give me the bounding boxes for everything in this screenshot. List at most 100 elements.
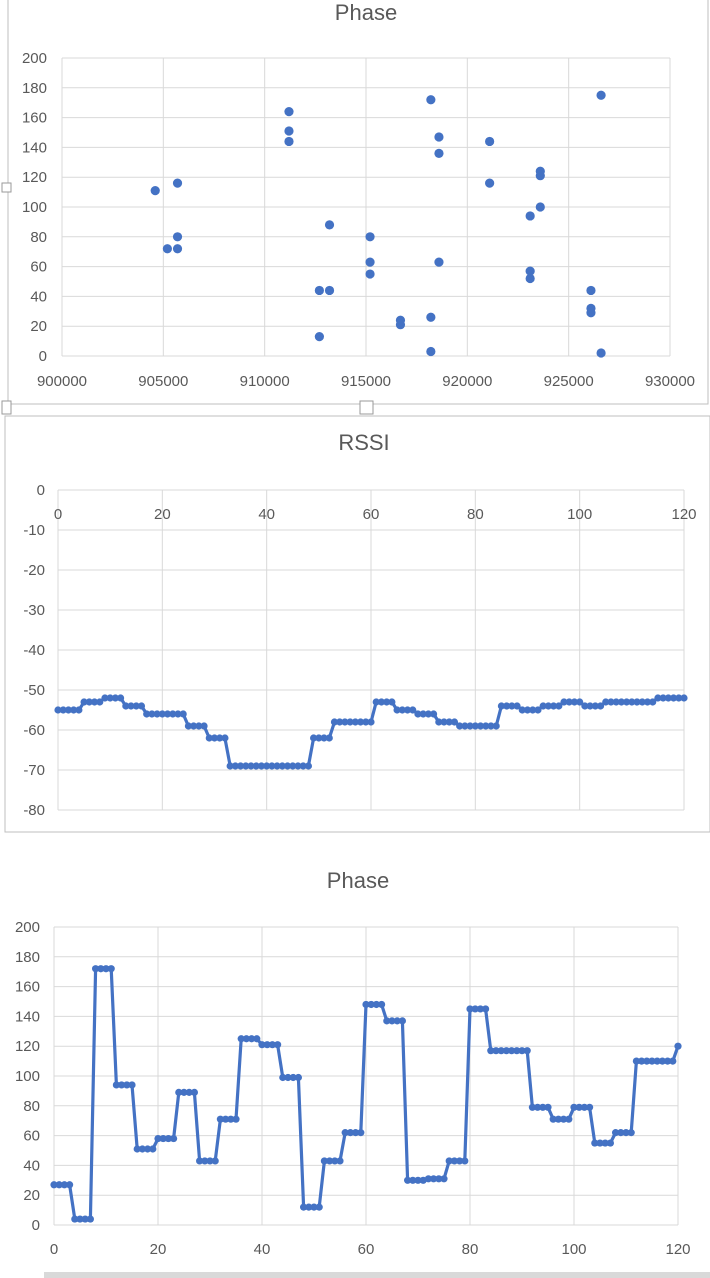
series-point [231, 762, 239, 770]
series-point [331, 1157, 339, 1165]
series-point [158, 710, 166, 718]
series-point [476, 722, 485, 730]
series-point [232, 1115, 240, 1123]
chart1-y-tick-labels: 0 20 40 60 80 100 120 140 160 180 200 [22, 50, 47, 365]
series-point [75, 706, 83, 714]
scatter-point [535, 171, 545, 181]
series-point [86, 1215, 94, 1223]
scatter-point [426, 312, 436, 322]
scatter-point [426, 95, 436, 105]
series-point [440, 718, 448, 726]
scatter-point [284, 136, 294, 147]
series-point [60, 1181, 68, 1189]
scatter-point [525, 211, 535, 221]
series-point [623, 698, 631, 706]
series-point [70, 706, 78, 714]
series-point [336, 718, 344, 726]
series-point [523, 706, 532, 714]
chart2-x-tick-labels: 0 20 40 60 80 100 120 [54, 506, 697, 523]
series-point [247, 762, 255, 770]
series-point [236, 762, 245, 770]
series-point [71, 1215, 79, 1223]
series-point [680, 694, 688, 702]
chart3-title: Phase [327, 868, 389, 893]
series-point [242, 762, 250, 770]
y-tick-label: 180 [15, 949, 40, 966]
x-tick-label: 20 [154, 506, 171, 523]
scatter-point [314, 332, 324, 342]
series-point [575, 1103, 583, 1111]
chart1-title: Phase [335, 0, 397, 25]
series-point [362, 718, 370, 726]
series-point [341, 1129, 349, 1137]
series-point [544, 702, 552, 710]
series-point [274, 1041, 282, 1049]
y-tick-label: 140 [22, 139, 47, 156]
y-tick-label: 20 [30, 318, 47, 335]
series-point [378, 1000, 386, 1009]
y-tick-label: 100 [15, 1068, 40, 1085]
resize-handle-bottom[interactable] [359, 400, 374, 415]
chart3-gridlines [53, 926, 679, 1226]
series-point [497, 1047, 505, 1055]
series-point [482, 722, 490, 730]
series-point [205, 734, 213, 742]
scatter-point [434, 132, 444, 142]
series-point [607, 698, 615, 706]
series-point [435, 1175, 443, 1183]
series-point [97, 965, 105, 973]
series-point [518, 1047, 526, 1055]
series-point [424, 1175, 432, 1183]
series-point [352, 1129, 360, 1137]
phase-line-chart[interactable]: Phase 0 20 40 60 80 100 120 140 160 180 200 0 20 40 6… [15, 868, 691, 1258]
series-point [163, 710, 172, 718]
series-point [133, 1145, 141, 1153]
scatter-point [365, 269, 375, 279]
scatter-point [485, 178, 495, 188]
series-point [283, 762, 292, 770]
series-point [617, 698, 626, 706]
series-point [466, 722, 474, 730]
series-point [555, 702, 563, 710]
series-point [138, 1145, 146, 1153]
phase-scatter-chart[interactable]: Phase 0 20 40 60 80 100 120 140 160 180 200 900000… [1, 0, 709, 415]
series-point [404, 1176, 412, 1184]
series-point [549, 702, 558, 710]
resize-handle-left[interactable] [1, 182, 12, 193]
series-point [383, 1017, 391, 1025]
scatter-point [284, 126, 294, 136]
chart3-x-tick-labels: 0 20 40 60 80 100 120 [50, 1241, 691, 1258]
series-point [638, 1057, 646, 1065]
x-tick-label: 60 [358, 1241, 375, 1258]
series-point [528, 1103, 537, 1111]
series-point [414, 1176, 422, 1184]
x-tick-label: 905000 [138, 373, 188, 390]
scatter-point [596, 348, 606, 358]
scatter-point [434, 257, 444, 267]
series-point [388, 698, 396, 706]
scatter-point [172, 244, 183, 254]
resize-handle-bottom-left[interactable] [1, 400, 12, 415]
series-point [539, 1103, 547, 1111]
series-point [503, 702, 511, 710]
scatter-point [485, 136, 495, 147]
series-point [523, 1047, 531, 1055]
series-point [383, 698, 391, 706]
scatter-point [535, 202, 545, 212]
series-point [398, 1017, 406, 1025]
x-tick-label: 900000 [37, 373, 87, 390]
series-point [257, 762, 266, 770]
x-tick-label: 40 [258, 506, 275, 523]
series-point [633, 698, 641, 706]
series-point [476, 1005, 484, 1013]
series-point [190, 722, 198, 730]
series-point [580, 1103, 589, 1111]
series-point [222, 1115, 230, 1123]
series-point [622, 1129, 630, 1137]
rssi-line-chart[interactable]: RSSI 0 -10 -20 -30 -40 -50 -60 -70 -80 0 20 40 60 80… [4, 415, 710, 833]
horizontal-scrollbar[interactable] [44, 1272, 710, 1278]
scatter-point [150, 186, 160, 196]
series-point [336, 1157, 344, 1165]
series-point [430, 710, 438, 718]
series-point [450, 718, 459, 726]
